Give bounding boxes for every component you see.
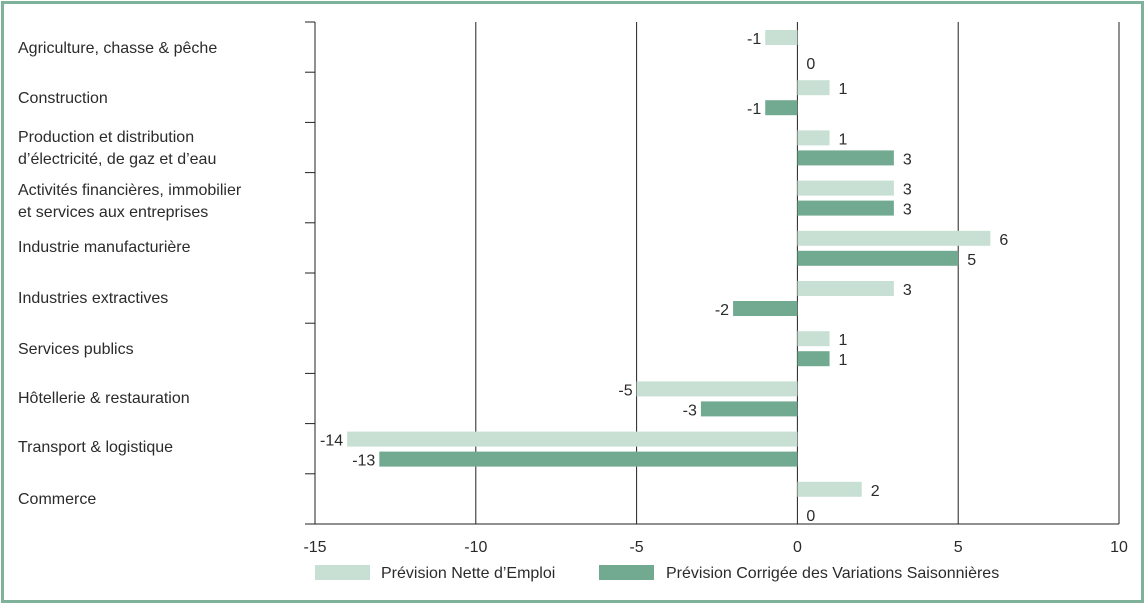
data-label: -5 — [618, 382, 632, 399]
bar-corrigee — [765, 100, 798, 116]
data-label: 1 — [839, 332, 848, 349]
category-label: Activités financières, immobilier et ser… — [18, 182, 242, 221]
x-tick-label: 0 — [793, 539, 802, 556]
data-label: 0 — [806, 508, 815, 525]
data-label: 3 — [903, 151, 912, 168]
category-label: Construction — [18, 90, 108, 107]
bar-nette — [797, 281, 894, 296]
data-label: 3 — [903, 202, 912, 219]
bar-corrigee — [797, 150, 894, 166]
data-label: 6 — [999, 232, 1008, 249]
legend-swatch — [315, 565, 370, 580]
bar-corrigee — [700, 401, 798, 417]
x-tick-label: -15 — [303, 539, 326, 556]
data-label: -13 — [352, 453, 375, 470]
category-label: Commerce — [18, 491, 97, 508]
data-label: 3 — [903, 182, 912, 199]
data-label: -3 — [683, 402, 697, 419]
bar-corrigee — [797, 351, 830, 367]
bar-corrigee — [733, 301, 798, 316]
x-tick-label: 10 — [1110, 539, 1128, 556]
bar-corrigee — [797, 200, 894, 216]
data-label: -2 — [715, 302, 729, 319]
legend-label: Prévision Corrigée des Variations Saison… — [666, 565, 999, 582]
legend-label: Prévision Nette d’Emploi — [381, 565, 555, 582]
bar-nette — [347, 431, 798, 447]
bar-corrigee — [797, 250, 959, 266]
data-label: -14 — [320, 433, 343, 450]
category-label: Production et distribution d’électricité… — [18, 129, 217, 168]
x-tick-label: -10 — [464, 539, 487, 556]
category-label: Transport & logistique — [18, 439, 174, 456]
legend-swatch — [599, 565, 654, 580]
bar-nette — [797, 180, 894, 196]
data-label: 2 — [871, 483, 880, 500]
bar-nette — [797, 80, 830, 96]
bar-nette — [797, 481, 862, 497]
bar-nette — [797, 331, 830, 347]
bar-nette — [636, 381, 798, 397]
bar-nette — [797, 130, 830, 146]
x-tick-label: -5 — [629, 539, 643, 556]
category-label: Industrie manufacturière — [18, 239, 191, 256]
data-label: 1 — [839, 352, 848, 369]
category-label: Industries extractives — [18, 290, 169, 307]
data-label: -1 — [747, 31, 761, 48]
x-tick-label: 5 — [954, 539, 963, 556]
data-label: 0 — [806, 56, 815, 73]
category-label: Services publics — [18, 341, 134, 358]
bar-nette — [797, 230, 991, 246]
bar-corrigee — [379, 451, 798, 467]
data-label: 1 — [839, 81, 848, 98]
data-label: 3 — [903, 282, 912, 299]
category-label: Agriculture, chasse & pêche — [18, 40, 218, 57]
bar-nette — [765, 30, 798, 45]
category-label: Hôtellerie & restauration — [18, 390, 190, 407]
data-label: -1 — [747, 101, 761, 118]
data-label: 1 — [839, 131, 848, 148]
data-label: 5 — [967, 252, 976, 269]
